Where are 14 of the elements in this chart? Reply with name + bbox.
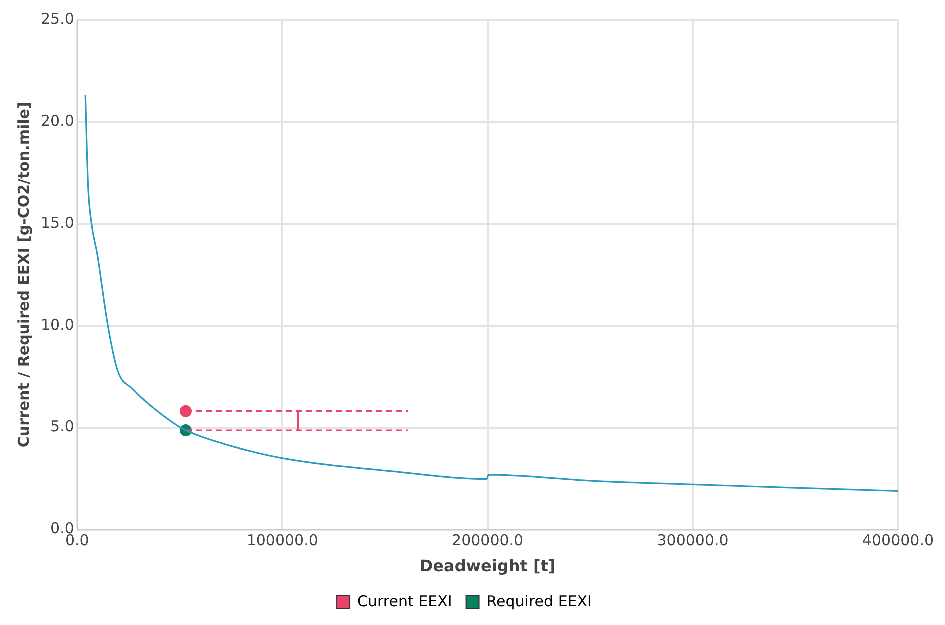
y-tick-label: 10.0 (40, 316, 74, 334)
x-tick-label: 100000.0 (246, 532, 318, 550)
legend-label: Required EEXI (486, 592, 592, 610)
y-tick-label: 15.0 (40, 214, 74, 232)
line-series (84, 94, 898, 492)
x-axis-title: Deadweight [t] (420, 556, 556, 576)
legend-label: Current EEXI (358, 592, 452, 610)
y-tick-label: 20.0 (40, 112, 74, 130)
x-tick-label: 300000.0 (657, 532, 729, 550)
y-tick-label: 25.0 (40, 10, 74, 28)
x-tick-label: 200000.0 (452, 532, 524, 550)
y-tick-label: 5.0 (50, 418, 74, 436)
x-tick-label: 400000.0 (862, 532, 934, 550)
y-axis-title: Current / Required EEXI [g-CO2/ton.mile] (14, 102, 33, 448)
